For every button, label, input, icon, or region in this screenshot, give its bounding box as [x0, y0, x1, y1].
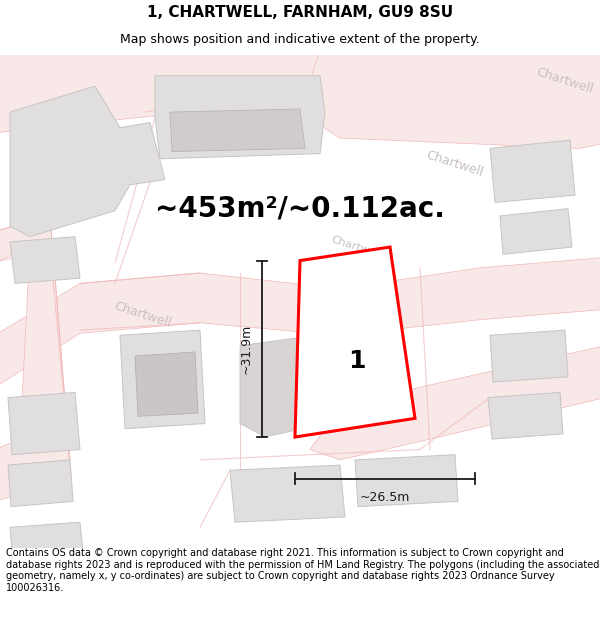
Text: Chartwell: Chartwell	[113, 299, 173, 330]
Polygon shape	[500, 209, 572, 254]
Text: 1, CHARTWELL, FARNHAM, GU9 8SU: 1, CHARTWELL, FARNHAM, GU9 8SU	[147, 4, 453, 19]
Polygon shape	[355, 455, 458, 507]
Polygon shape	[295, 247, 415, 437]
Text: Chartwell: Chartwell	[425, 149, 485, 179]
Polygon shape	[10, 86, 165, 237]
Polygon shape	[8, 392, 80, 455]
Text: Chartwell: Chartwell	[535, 66, 595, 96]
Polygon shape	[170, 109, 305, 151]
Polygon shape	[155, 76, 325, 159]
Polygon shape	[490, 330, 568, 382]
Polygon shape	[0, 216, 70, 501]
Polygon shape	[490, 140, 575, 202]
Polygon shape	[240, 333, 348, 437]
Text: 1: 1	[348, 349, 366, 373]
Polygon shape	[488, 392, 563, 439]
Text: ~26.5m: ~26.5m	[360, 491, 410, 504]
Polygon shape	[8, 460, 73, 507]
Text: ~453m²/~0.112ac.: ~453m²/~0.112ac.	[155, 194, 445, 222]
Text: Contains OS data © Crown copyright and database right 2021. This information is : Contains OS data © Crown copyright and d…	[6, 548, 599, 593]
Polygon shape	[10, 237, 80, 283]
Polygon shape	[10, 522, 83, 551]
Polygon shape	[230, 465, 345, 522]
Polygon shape	[0, 258, 600, 388]
Polygon shape	[120, 330, 205, 429]
Polygon shape	[310, 346, 600, 460]
Polygon shape	[135, 352, 198, 416]
Polygon shape	[0, 50, 600, 133]
Text: ~31.9m: ~31.9m	[239, 324, 253, 374]
Text: Map shows position and indicative extent of the property.: Map shows position and indicative extent…	[120, 33, 480, 46]
Polygon shape	[300, 50, 600, 148]
Text: Chartw...: Chartw...	[330, 234, 380, 259]
